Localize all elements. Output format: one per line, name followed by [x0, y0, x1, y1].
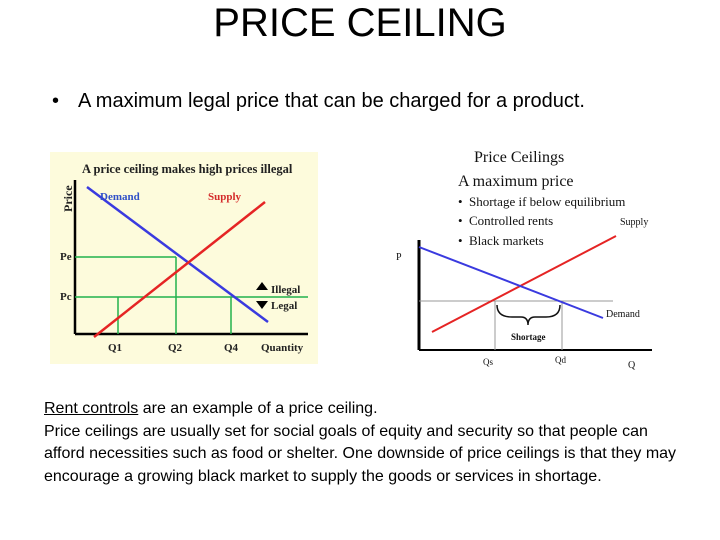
supply-label: Supply	[620, 217, 648, 228]
x-axis-label: Q	[628, 360, 636, 371]
figure-bullet-dot: •	[458, 213, 463, 228]
figure-bullet-dot: •	[458, 233, 463, 248]
figure-heading: A price ceiling makes high prices illega…	[82, 162, 293, 176]
bullet-dot: •	[52, 90, 60, 112]
figure-subtitle: A maximum price	[458, 173, 574, 190]
demand-label: Demand	[606, 309, 640, 320]
y-axis-label: P	[396, 252, 402, 263]
demand-curve	[86, 185, 269, 324]
quantity-label-q2: Q2	[168, 342, 183, 354]
y-axis-label: Price	[61, 185, 75, 212]
price-ceiling-shortage-diagram: Price Ceilings A maximum price • Shortag…	[396, 149, 652, 371]
demand-curve	[418, 246, 604, 319]
body-line-1: Rent controls are an example of a price …	[44, 398, 684, 421]
body-paragraph: Price ceilings are usually set for socia…	[44, 422, 677, 485]
quantity-label-qs: Qs	[483, 357, 493, 367]
figure-bullet-rents: Controlled rents	[469, 213, 553, 228]
body-line-1-rest: are an example of a price ceiling.	[138, 400, 378, 417]
supply-curve	[93, 201, 266, 338]
figure-bullet-black-markets: Black markets	[469, 233, 544, 248]
illegal-label: Illegal	[271, 284, 300, 296]
price-label-pe: Pe	[60, 251, 72, 263]
quantity-label-q1: Q1	[108, 342, 122, 354]
quantity-label-q4: Q4	[224, 342, 239, 354]
shortage-brace-icon	[496, 304, 561, 326]
up-arrow-icon	[256, 282, 268, 290]
slide-title: PRICE CEILING	[213, 1, 507, 45]
figure-title: Price Ceilings	[474, 149, 564, 166]
price-label-pc: Pc	[60, 291, 72, 303]
rent-controls-link[interactable]: Rent controls	[44, 400, 139, 417]
figure-bullet-dot: •	[458, 194, 463, 209]
supply-label: Supply	[208, 191, 242, 203]
price-ceiling-illegal-diagram: A price ceiling makes high prices illega…	[50, 152, 318, 364]
bullet-item: • A maximum legal price that can be char…	[52, 88, 585, 114]
demand-label: Demand	[100, 191, 140, 203]
legal-label: Legal	[271, 300, 297, 312]
quantity-label-qd: Qd	[555, 355, 566, 365]
body-text: Rent controls are an example of a price …	[44, 398, 684, 488]
supply-curve	[431, 235, 617, 333]
x-axis-label: Quantity	[261, 342, 304, 354]
figure-bullet-shortage: Shortage if below equilibrium	[469, 194, 625, 209]
shortage-label: Shortage	[511, 332, 546, 342]
down-arrow-icon	[256, 301, 268, 309]
bullet-text: A maximum legal price that can be charge…	[78, 90, 585, 112]
